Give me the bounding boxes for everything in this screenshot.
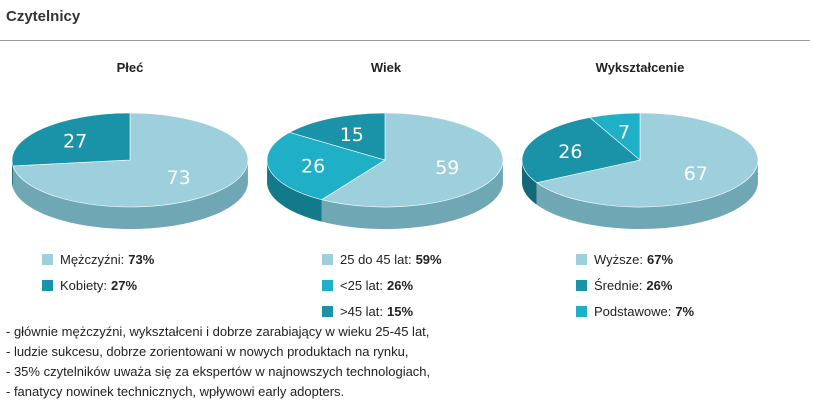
chart-title-age: Wiek [370,60,402,75]
legend-percent: 73% [128,251,155,267]
pie-value-label: 59 [435,157,459,179]
pie-side [12,161,248,229]
legend-percent: 27% [110,277,138,293]
legend-swatch [322,305,333,317]
legend-item: >45 lat: 15% [322,298,442,324]
pie-slice [12,112,249,208]
legend-education: Wyższe: 67% Średnie: 26% Podstawowe: 7% [576,246,694,324]
legend-label: >45 lat: [340,303,384,319]
pie-side [12,160,13,188]
chart-title-education: Wykształcenie [595,60,685,75]
pie-value-label: 67 [684,163,708,185]
chart-title-gender: Płeć [116,60,144,75]
pie-slice [288,112,386,161]
pie-value-label: 27 [63,131,87,153]
legend-age: 25 do 45 lat: 59% <25 lat: 26% >45 lat: 15% [322,246,442,324]
legend-label: 25 do 45 lat: [340,251,412,267]
legend-label: Wyższe: [594,251,643,267]
legend-swatch [576,253,587,265]
legend-swatch [576,279,587,291]
pie-slice [521,117,641,183]
legend-swatch [322,279,333,291]
legend-percent: 7% [675,303,695,319]
pie-side [267,161,322,222]
legend-label: <25 lat: [340,277,384,293]
note-line: - ludzie sukcesu, dobrze zorientowani w … [6,344,409,359]
divider [0,40,810,41]
legend-percent: 15% [387,303,414,319]
legend-item: Wyższe: 67% [576,246,694,272]
legend-item: <25 lat: 26% [322,272,442,298]
pie-slice [589,112,641,161]
pie-slice [535,112,759,208]
legend-swatch [576,305,587,317]
note-line: - głównie mężczyźni, wykształceni i dobr… [6,324,430,339]
legend-percent: 26% [646,277,673,293]
legend-swatch [322,253,333,265]
pie-value-label: 15 [340,124,364,146]
notes-list: - głównie mężczyźni, wykształceni i dobr… [6,322,430,402]
legend-label: Mężczyźni: [60,251,125,267]
legend-percent: 59% [415,251,442,267]
pie-0: 73 27 [11,112,249,229]
legend-gender: Mężczyźni: 73% Kobiety: 27% [42,246,154,298]
section-title: Czytelnicy [6,8,81,25]
pie-side [321,161,503,229]
pie-value-label: 26 [558,141,582,163]
note-line: - fanatycy nowinek technicznych, wpływow… [6,384,345,399]
pie-value-label: 26 [301,156,325,178]
legend-item: Podstawowe: 7% [576,298,694,324]
legend-item: Mężczyźni: 73% [42,246,154,272]
pie-value-label: 7 [618,122,630,144]
pie-charts: 73 27 59 26 15 67 26 7 [11,112,759,229]
legend-swatch [42,279,53,291]
legend-percent: 67% [647,251,674,267]
pie-side [536,162,758,229]
legend-item: Średnie: 26% [576,272,694,298]
pie-slice [266,132,386,201]
note-line: - 35% czytelników uważa się za ekspertów… [6,364,431,379]
pie-slice [11,112,131,167]
pie-2: 67 26 7 [521,112,759,229]
legend-label: Kobiety: [60,277,107,293]
legend-item: Kobiety: 27% [42,272,154,298]
pie-slice [321,112,504,208]
pie-1: 59 26 15 [266,112,504,229]
pie-value-label: 73 [167,167,191,189]
legend-item: 25 do 45 lat: 59% [322,246,442,272]
legend-label: Podstawowe: [594,303,672,319]
legend-percent: 26% [387,277,414,293]
legend-label: Średnie: [594,277,643,293]
legend-swatch [42,253,53,265]
